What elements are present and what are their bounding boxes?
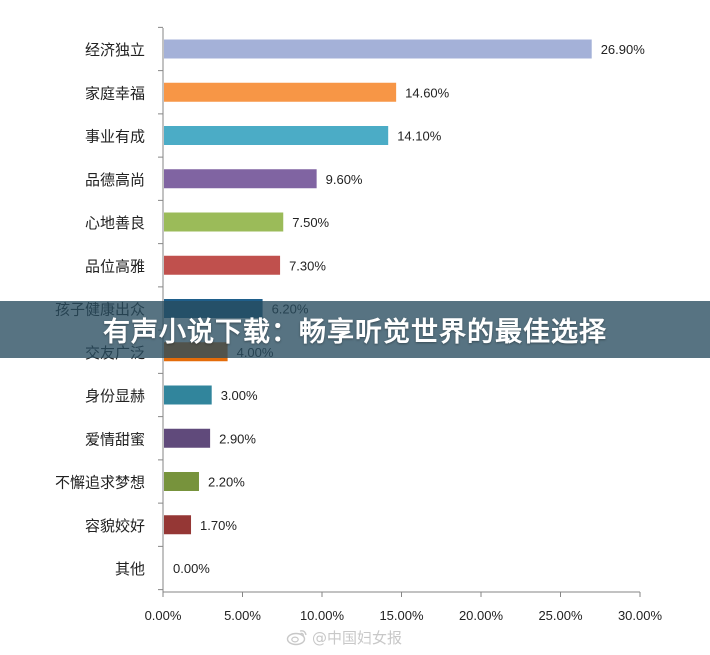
category-label: 身份显赫	[85, 387, 145, 405]
value-label: 0.00%	[173, 561, 210, 576]
value-label: 14.60%	[405, 85, 450, 100]
category-label: 不懈追求梦想	[55, 474, 145, 492]
weibo-icon	[286, 630, 307, 646]
category-label: 家庭幸福	[85, 84, 145, 102]
x-tick-label: 10.00%	[300, 608, 345, 623]
bar	[164, 515, 192, 535]
value-label: 14.10%	[397, 129, 442, 144]
bar	[164, 169, 317, 189]
bar	[164, 385, 212, 405]
value-label: 9.60%	[326, 172, 363, 187]
x-tick-label: 15.00%	[379, 608, 424, 623]
x-tick-label: 5.00%	[224, 608, 261, 623]
watermark-text: @中国妇女报	[312, 628, 403, 647]
value-label: 7.30%	[289, 258, 326, 273]
category-label: 事业有成	[85, 128, 145, 146]
x-tick-label: 25.00%	[538, 608, 583, 623]
value-label: 26.90%	[601, 42, 646, 57]
bar	[164, 126, 389, 145]
banner-text: 有声小说下载：畅享听觉世界的最佳选择	[103, 317, 607, 348]
bar	[164, 428, 211, 448]
value-label: 3.00%	[221, 388, 258, 403]
bar	[164, 472, 199, 491]
category-label: 品德高尚	[85, 171, 145, 189]
value-label: 2.20%	[208, 475, 245, 490]
value-label: 7.50%	[292, 215, 329, 230]
labels-layer: 经济独立 26.90% 家庭幸福 14.60% 事业有成 14.10% 品德高尚 9.60% 心…	[55, 41, 645, 578]
watermark: @中国妇女报	[286, 626, 402, 648]
category-label: 心地善良	[85, 214, 145, 232]
bar	[164, 82, 397, 102]
category-label: 其他	[115, 560, 145, 578]
x-tick-label: 20.00%	[459, 608, 504, 623]
value-label: 1.70%	[200, 518, 237, 533]
category-label: 爱情甜蜜	[85, 430, 145, 448]
bar	[164, 39, 592, 59]
axis-layer: 0.00% 5.00% 10.00% 15.00% 20.00% 25.00% 30.00%	[145, 26, 663, 623]
category-label: 容貌姣好	[85, 517, 145, 535]
bars-layer	[164, 39, 592, 535]
value-label: 2.90%	[219, 431, 256, 446]
bar	[164, 212, 284, 232]
x-tick-label: 0.00%	[145, 608, 182, 623]
category-label: 经济独立	[85, 41, 145, 59]
category-label: 品位高雅	[85, 257, 145, 275]
x-tick-label: 30.00%	[618, 608, 663, 623]
title-banner: 有声小说下载：畅享听觉世界的最佳选择	[0, 301, 710, 358]
bar	[164, 255, 281, 275]
